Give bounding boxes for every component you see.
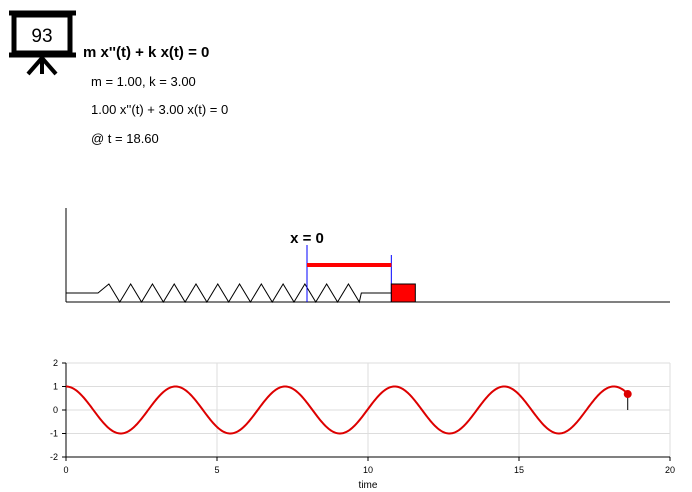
equation-instance: 1.00 x''(t) + 3.00 x(t) = 0 bbox=[91, 102, 228, 117]
series-line bbox=[65, 385, 629, 435]
x-axis-label: time bbox=[359, 480, 378, 491]
logo-number: 93 bbox=[31, 26, 52, 47]
x-tick-label: 20 bbox=[665, 465, 675, 475]
y-tick-label: 0 bbox=[53, 405, 58, 415]
x-tick-label: 10 bbox=[363, 465, 373, 475]
equilibrium-label: x = 0 bbox=[290, 230, 324, 247]
time-readout: @ t = 18.60 bbox=[91, 131, 159, 146]
y-tick-label: -1 bbox=[50, 429, 58, 439]
spring bbox=[66, 283, 392, 304]
y-tick-label: -2 bbox=[50, 452, 58, 462]
mass-block bbox=[390, 283, 416, 303]
spring-scene: x = 0 bbox=[65, 208, 670, 304]
x-tick-label: 15 bbox=[514, 465, 524, 475]
y-tick-label: 2 bbox=[53, 358, 58, 368]
x-tick-label: 5 bbox=[214, 465, 219, 475]
equation-title: m x''(t) + k x(t) = 0 bbox=[83, 44, 209, 61]
x-tick-label: 0 bbox=[63, 465, 68, 475]
current-point bbox=[623, 390, 632, 399]
y-tick-label: 1 bbox=[53, 382, 58, 392]
logo: 93 bbox=[9, 10, 76, 76]
equation-params: m = 1.00, k = 3.00 bbox=[91, 74, 196, 89]
